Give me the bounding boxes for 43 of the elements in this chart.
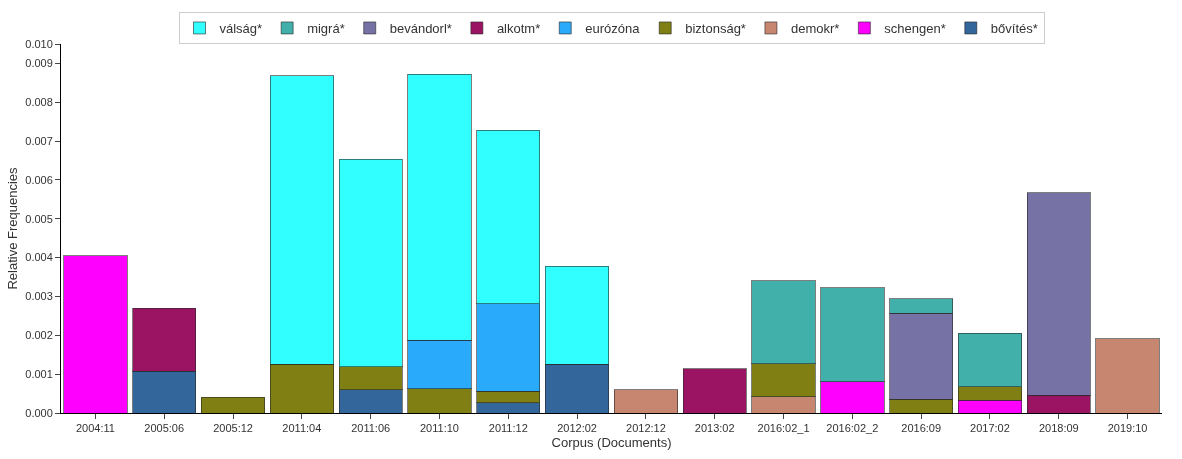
x-tick-label: 2011:12 bbox=[488, 422, 528, 435]
legend-label: bővítés* bbox=[990, 21, 1038, 37]
bar bbox=[63, 255, 128, 413]
x-tick-label: 2019:10 bbox=[1107, 422, 1148, 435]
x-tick-label: 2018:09 bbox=[1038, 422, 1079, 435]
text: 0.007 bbox=[25, 134, 53, 147]
text: 0.008 bbox=[25, 96, 53, 109]
x-tick-label: 2017:02 bbox=[970, 422, 1010, 435]
y-tick-label: 0.010 bbox=[25, 37, 53, 50]
y-axis-title: Relative Frequencies bbox=[5, 166, 21, 290]
x-tick-label: 2011:10 bbox=[419, 422, 459, 435]
x-tick-label: 2005:12 bbox=[213, 422, 253, 435]
text: 0.004 bbox=[25, 251, 53, 264]
text: 0.001 bbox=[25, 368, 53, 381]
bar bbox=[682, 368, 747, 413]
x-tick-label: 2005:06 bbox=[144, 422, 185, 435]
bar bbox=[613, 389, 679, 413]
x-tick-label: 2016:02_1 bbox=[757, 422, 810, 435]
text: 0.003 bbox=[25, 290, 53, 303]
x-tick-label: 2016:02_2 bbox=[826, 422, 879, 435]
bar bbox=[1095, 338, 1160, 413]
legend-label: demokr* bbox=[790, 21, 840, 37]
legend-label: migrá* bbox=[307, 21, 345, 37]
x-axis-title: Corpus (Documents) bbox=[551, 434, 672, 450]
x-tick-label: 2012:12 bbox=[626, 422, 666, 435]
x-tick-label: 2016:09 bbox=[901, 422, 942, 435]
x-tick-label: 2012:02 bbox=[557, 422, 597, 435]
bar bbox=[200, 396, 266, 413]
legend-label: válság* bbox=[219, 21, 263, 37]
legend-label: biztonság* bbox=[685, 21, 746, 37]
text: 0.009 bbox=[25, 57, 53, 70]
text: 0.005 bbox=[25, 212, 53, 225]
x-tick-label: 2011:06 bbox=[351, 422, 391, 435]
text: 0.002 bbox=[25, 329, 53, 342]
text: 0.006 bbox=[25, 173, 53, 186]
text: 0.000 bbox=[25, 406, 53, 419]
legend-label: alkotm* bbox=[496, 21, 541, 37]
legend-label: eurózóna bbox=[585, 21, 641, 37]
legend-label: schengen* bbox=[884, 21, 946, 37]
legend-label: bevándorl* bbox=[389, 21, 452, 37]
x-tick-label: 2011:04 bbox=[282, 422, 322, 435]
x-tick-label: 2004:11 bbox=[75, 422, 115, 435]
x-tick-label: 2013:02 bbox=[694, 422, 735, 435]
